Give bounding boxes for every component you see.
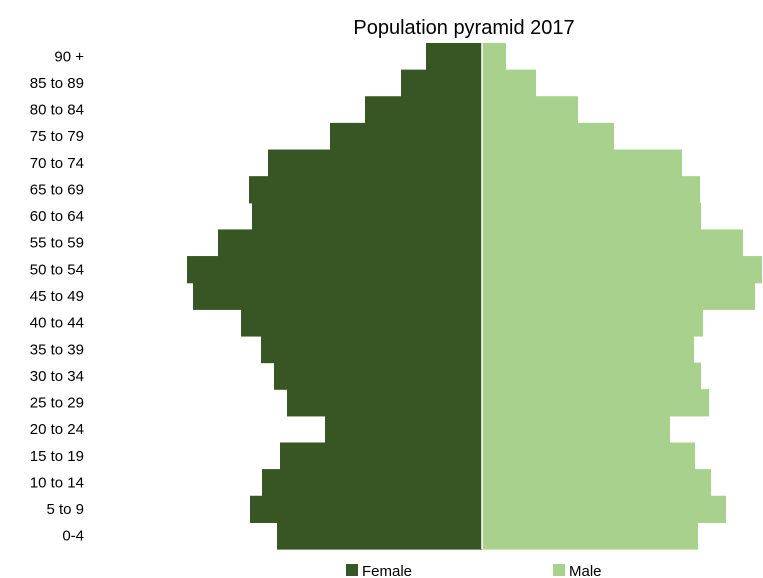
y-tick-label-20-to-24: 20 to 24: [30, 421, 84, 438]
bar-female-80-to-84: [365, 96, 482, 124]
bar-male-35-to-39: [482, 335, 694, 364]
bar-female-45-to-49: [193, 282, 482, 310]
legend-swatch-female: [346, 564, 358, 576]
y-tick-label-80-to-84: 80 to 84: [30, 102, 84, 119]
bar-male-85-to-89: [482, 69, 536, 97]
bar-female-15-to-19: [280, 442, 482, 470]
bar-female-85-to-89: [401, 69, 482, 97]
legend-swatch-male: [553, 564, 565, 576]
bars-group: [187, 43, 762, 550]
y-tick-label-5-to-9: 5 to 9: [46, 501, 84, 518]
legend: Female Male: [346, 563, 602, 578]
legend-item-female: Female: [346, 563, 412, 578]
bar-female-25-to-29: [287, 389, 482, 417]
bar-male-25-to-29: [482, 389, 709, 417]
bar-female-50-to-54: [187, 256, 482, 284]
bar-female-70-to-74: [268, 149, 482, 177]
bar-male-55-to-59: [482, 229, 743, 257]
bar-male-90: [482, 43, 506, 71]
bar-female-75-to-79: [330, 122, 482, 151]
y-tick-label-40-to-44: 40 to 44: [30, 315, 84, 332]
bar-male-80-to-84: [482, 96, 578, 124]
y-tick-label-10-to-14: 10 to 14: [30, 474, 84, 491]
bar-female-35-to-39: [261, 335, 482, 364]
bar-female-30-to-34: [274, 362, 482, 390]
bar-male-0-4: [482, 522, 698, 550]
y-tick-label-85-to-89: 85 to 89: [30, 75, 84, 92]
chart-title: Population pyramid 2017: [353, 17, 574, 39]
bar-female-55-to-59: [218, 229, 482, 257]
y-tick-label-60-to-64: 60 to 64: [30, 208, 84, 225]
bar-male-75-to-79: [482, 122, 614, 151]
y-tick-label-15-to-19: 15 to 19: [30, 448, 84, 465]
y-tick-label-45-to-49: 45 to 49: [30, 288, 84, 305]
bar-male-20-to-24: [482, 415, 670, 444]
bar-male-15-to-19: [482, 442, 695, 470]
bar-male-50-to-54: [482, 256, 762, 284]
bar-female-5-to-9: [250, 495, 482, 523]
y-tick-labels: 0-4 5 to 9 10 to 14 15 to 19 20 to 24 25 to 2…: [30, 48, 84, 544]
bar-male-10-to-14: [482, 469, 711, 497]
legend-item-male: Male: [553, 563, 602, 578]
bar-male-65-to-69: [482, 176, 700, 204]
y-tick-label-65-to-69: 65 to 69: [30, 182, 84, 199]
bar-female-10-to-14: [262, 469, 482, 497]
legend-label-male: Male: [569, 563, 602, 578]
y-tick-label-0-4: 0-4: [62, 528, 84, 545]
bar-male-40-to-44: [482, 309, 703, 337]
y-tick-label-75-to-79: 75 to 79: [30, 128, 84, 145]
bar-male-30-to-34: [482, 362, 701, 390]
bar-female-90: [426, 43, 482, 71]
legend-label-female: Female: [362, 563, 412, 578]
bar-female-40-to-44: [241, 309, 482, 337]
bar-male-45-to-49: [482, 282, 755, 310]
bar-female-20-to-24: [325, 415, 482, 444]
bar-female-60-to-64: [252, 202, 482, 231]
bar-male-60-to-64: [482, 202, 701, 231]
y-tick-label-90: 90 +: [54, 48, 84, 65]
bar-female-65-to-69: [249, 176, 482, 204]
bar-female-0-4: [277, 522, 482, 550]
y-tick-label-35-to-39: 35 to 39: [30, 341, 84, 358]
y-tick-label-55-to-59: 55 to 59: [30, 235, 84, 252]
y-tick-label-25-to-29: 25 to 29: [30, 395, 84, 412]
bar-male-70-to-74: [482, 149, 682, 177]
y-tick-label-70-to-74: 70 to 74: [30, 155, 84, 172]
bar-male-5-to-9: [482, 495, 726, 523]
y-tick-label-30-to-34: 30 to 34: [30, 368, 84, 385]
y-tick-label-50-to-54: 50 to 54: [30, 261, 84, 278]
